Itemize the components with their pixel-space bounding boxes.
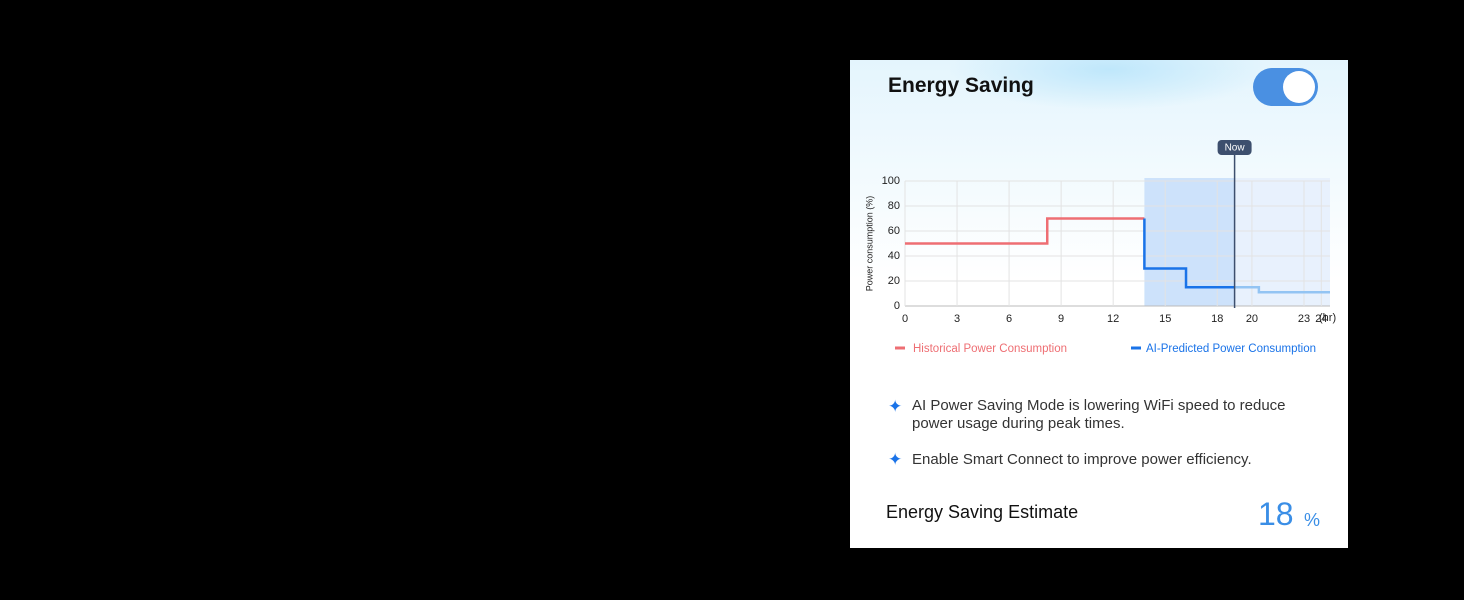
tip: Enable Smart Connect to improve power ef… (912, 451, 1252, 468)
series-line (1143, 218, 1235, 289)
y-tick-label: 60 (888, 225, 900, 237)
star-icon: ✦ (888, 450, 903, 469)
now-label: Now (1225, 143, 1246, 154)
now-badge (1217, 140, 1252, 155)
x-tick-label: 9 (1058, 313, 1064, 325)
y-tick-label: 80 (888, 200, 900, 212)
toggle[interactable] (1253, 68, 1318, 106)
y-tick-label: 20 (888, 275, 900, 287)
prediction-zone (1234, 178, 1330, 306)
card-title: Energy Saving (888, 74, 1034, 97)
prediction-zone (1144, 178, 1235, 306)
star-icon: ✦ (888, 397, 903, 416)
legend-label: AI-Predicted Power Consumption (1146, 343, 1316, 355)
series-line (905, 217, 1145, 245)
estimate-unit: % (1304, 510, 1321, 530)
x-tick-label: 20 (1246, 313, 1258, 325)
x-tick-label: 23 (1298, 313, 1310, 325)
series-line (1234, 286, 1330, 294)
x-tick-label: 15 (1159, 313, 1171, 325)
y-tick-label: 0 (894, 300, 900, 312)
x-unit: (hr) (1319, 312, 1336, 324)
y-tick-label: 40 (888, 250, 900, 262)
x-tick-label: 12 (1107, 313, 1119, 325)
toggle-knob (1283, 71, 1315, 103)
x-tick-label: 3 (954, 313, 960, 325)
legend-label: Historical Power Consumption (913, 343, 1067, 355)
y-axis-label: Power consumption (%) (864, 196, 874, 292)
x-tick-label: 0 (902, 313, 908, 325)
y-tick-label: 100 (882, 175, 900, 187)
x-tick-label: 24 (1315, 313, 1327, 325)
tip: AI Power Saving Mode is lowering WiFi sp… (912, 397, 1286, 432)
x-tick-label: 6 (1006, 313, 1012, 325)
estimate-label: Energy Saving Estimate (886, 502, 1079, 522)
x-tick-label: 18 (1211, 313, 1223, 325)
estimate-value: 18 (1258, 496, 1294, 532)
